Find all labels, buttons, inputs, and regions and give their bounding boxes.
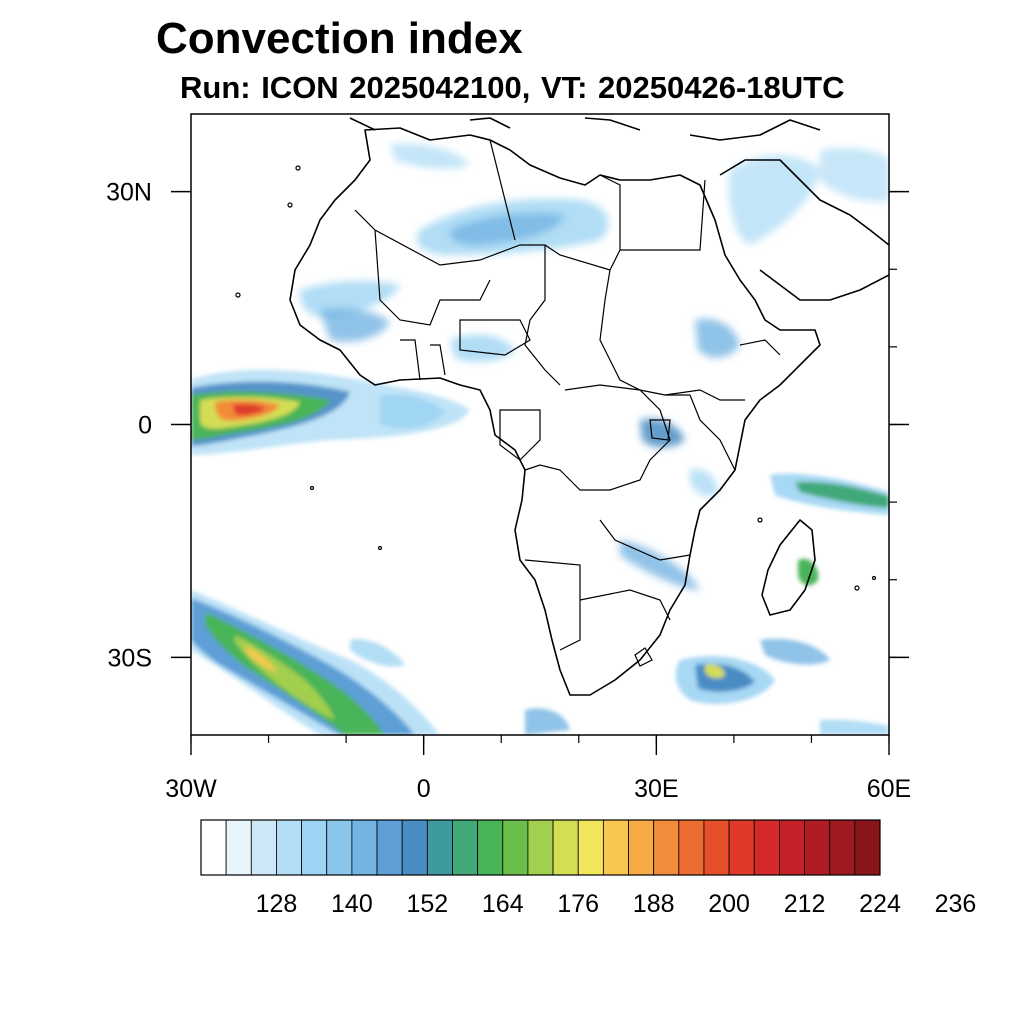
y-tick-label: 30N <box>106 179 152 207</box>
colorbar-swatch <box>225 819 252 876</box>
colorbar-swatch <box>527 819 554 876</box>
colorbar-label: 188 <box>633 890 675 918</box>
colorbar-swatch <box>779 819 805 876</box>
colorbar-swatch <box>250 819 277 876</box>
mediterranean-coast <box>349 117 821 141</box>
colorbar-label: 164 <box>482 890 524 918</box>
colorbar-swatch <box>376 819 403 876</box>
y-tick-label: 30S <box>108 644 152 672</box>
colorbar-swatch <box>703 819 730 876</box>
field-sahara <box>299 143 609 362</box>
field-east-africa <box>620 148 889 590</box>
colorbar-label: 200 <box>708 890 750 918</box>
country-borders <box>354 139 781 667</box>
colorbar-swatch <box>351 819 378 876</box>
colorbar-swatch <box>728 819 755 876</box>
colorbar-label: 224 <box>859 890 901 918</box>
x-tick-label: 30E <box>634 775 678 803</box>
y-tick-label: 0 <box>138 412 152 440</box>
madagascar-coastline <box>761 519 816 616</box>
colorbar-swatch <box>301 819 328 876</box>
colorbar-swatch <box>678 819 705 876</box>
africa-coastline <box>289 127 821 696</box>
colorbar-swatch <box>753 819 780 876</box>
colorbar-label: 236 <box>935 890 977 918</box>
arabia-coastline <box>719 159 889 301</box>
colorbar-swatch <box>628 819 655 876</box>
map-subtitle: Run: ICON 2025042100, VT: 20250426-18UTC <box>180 70 845 105</box>
colorbar-swatch <box>401 819 428 876</box>
colorbar-swatch <box>502 819 529 876</box>
colorbar-swatch <box>804 819 831 876</box>
colorbar-frame <box>200 819 881 876</box>
x-tick-label: 0 <box>417 775 431 803</box>
colorbar-swatch <box>602 819 629 876</box>
convection-field <box>191 143 889 735</box>
islands <box>235 165 877 591</box>
colorbar-swatch <box>829 819 856 876</box>
colorbar-label: 176 <box>557 890 599 918</box>
y-axis: 30N 0 30S <box>106 179 909 672</box>
x-axis: 30W 0 30E 60E <box>165 735 911 803</box>
colorbar-swatch <box>552 819 579 876</box>
colorbar: 128 140 152 164 176 188 200 212 224 236 <box>200 819 977 918</box>
colorbar-label: 212 <box>784 890 826 918</box>
coastlines <box>289 117 889 696</box>
map-plot-area <box>191 114 889 735</box>
field-equatorial-atlantic <box>191 369 470 455</box>
colorbar-swatch <box>477 819 504 876</box>
colorbar-swatch <box>326 819 353 876</box>
x-tick-label: 30W <box>165 775 217 803</box>
colorbar-swatch <box>577 819 604 876</box>
colorbar-swatch <box>854 819 881 876</box>
colorbar-swatch <box>653 819 680 876</box>
x-tick-label: 60E <box>867 775 911 803</box>
colorbar-label: 140 <box>331 890 373 918</box>
colorbar-label: 128 <box>256 890 298 918</box>
colorbar-swatch <box>276 819 302 876</box>
map-title: Convection index <box>156 14 523 63</box>
colorbar-label: 152 <box>406 890 448 918</box>
field-indian-ocean <box>525 473 889 735</box>
colorbar-swatch <box>200 819 227 876</box>
colorbar-swatch <box>452 819 479 876</box>
colorbar-swatch <box>426 819 453 876</box>
field-south-atlantic <box>191 590 440 735</box>
